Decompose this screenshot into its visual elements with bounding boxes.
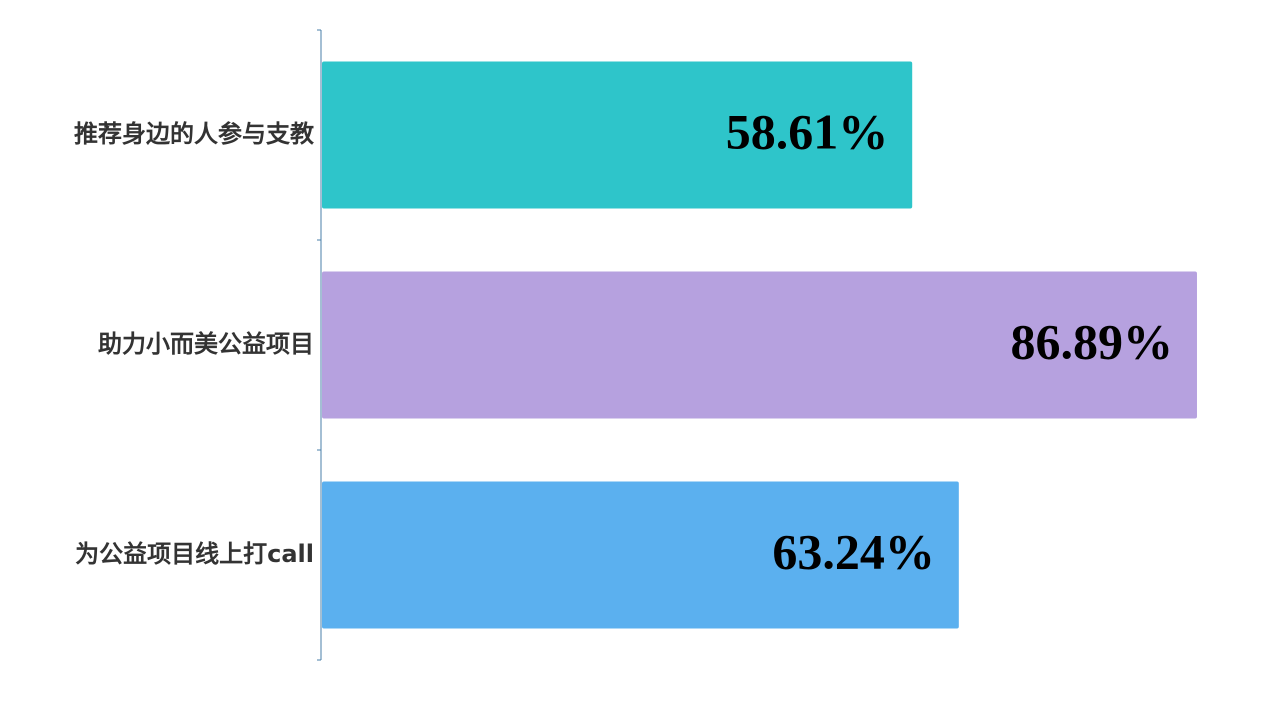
bar: [322, 481, 959, 629]
category-label: 助力小而美公益项目: [98, 330, 314, 358]
bar: [322, 271, 1197, 419]
category-label: 为公益项目线上打call: [75, 540, 314, 568]
value-label: 63.24%: [772, 523, 935, 579]
value-label: 86.89%: [1010, 313, 1173, 369]
category-label: 推荐身边的人参与支教: [74, 120, 315, 148]
value-label: 58.61%: [726, 103, 889, 159]
bar: [322, 61, 913, 209]
